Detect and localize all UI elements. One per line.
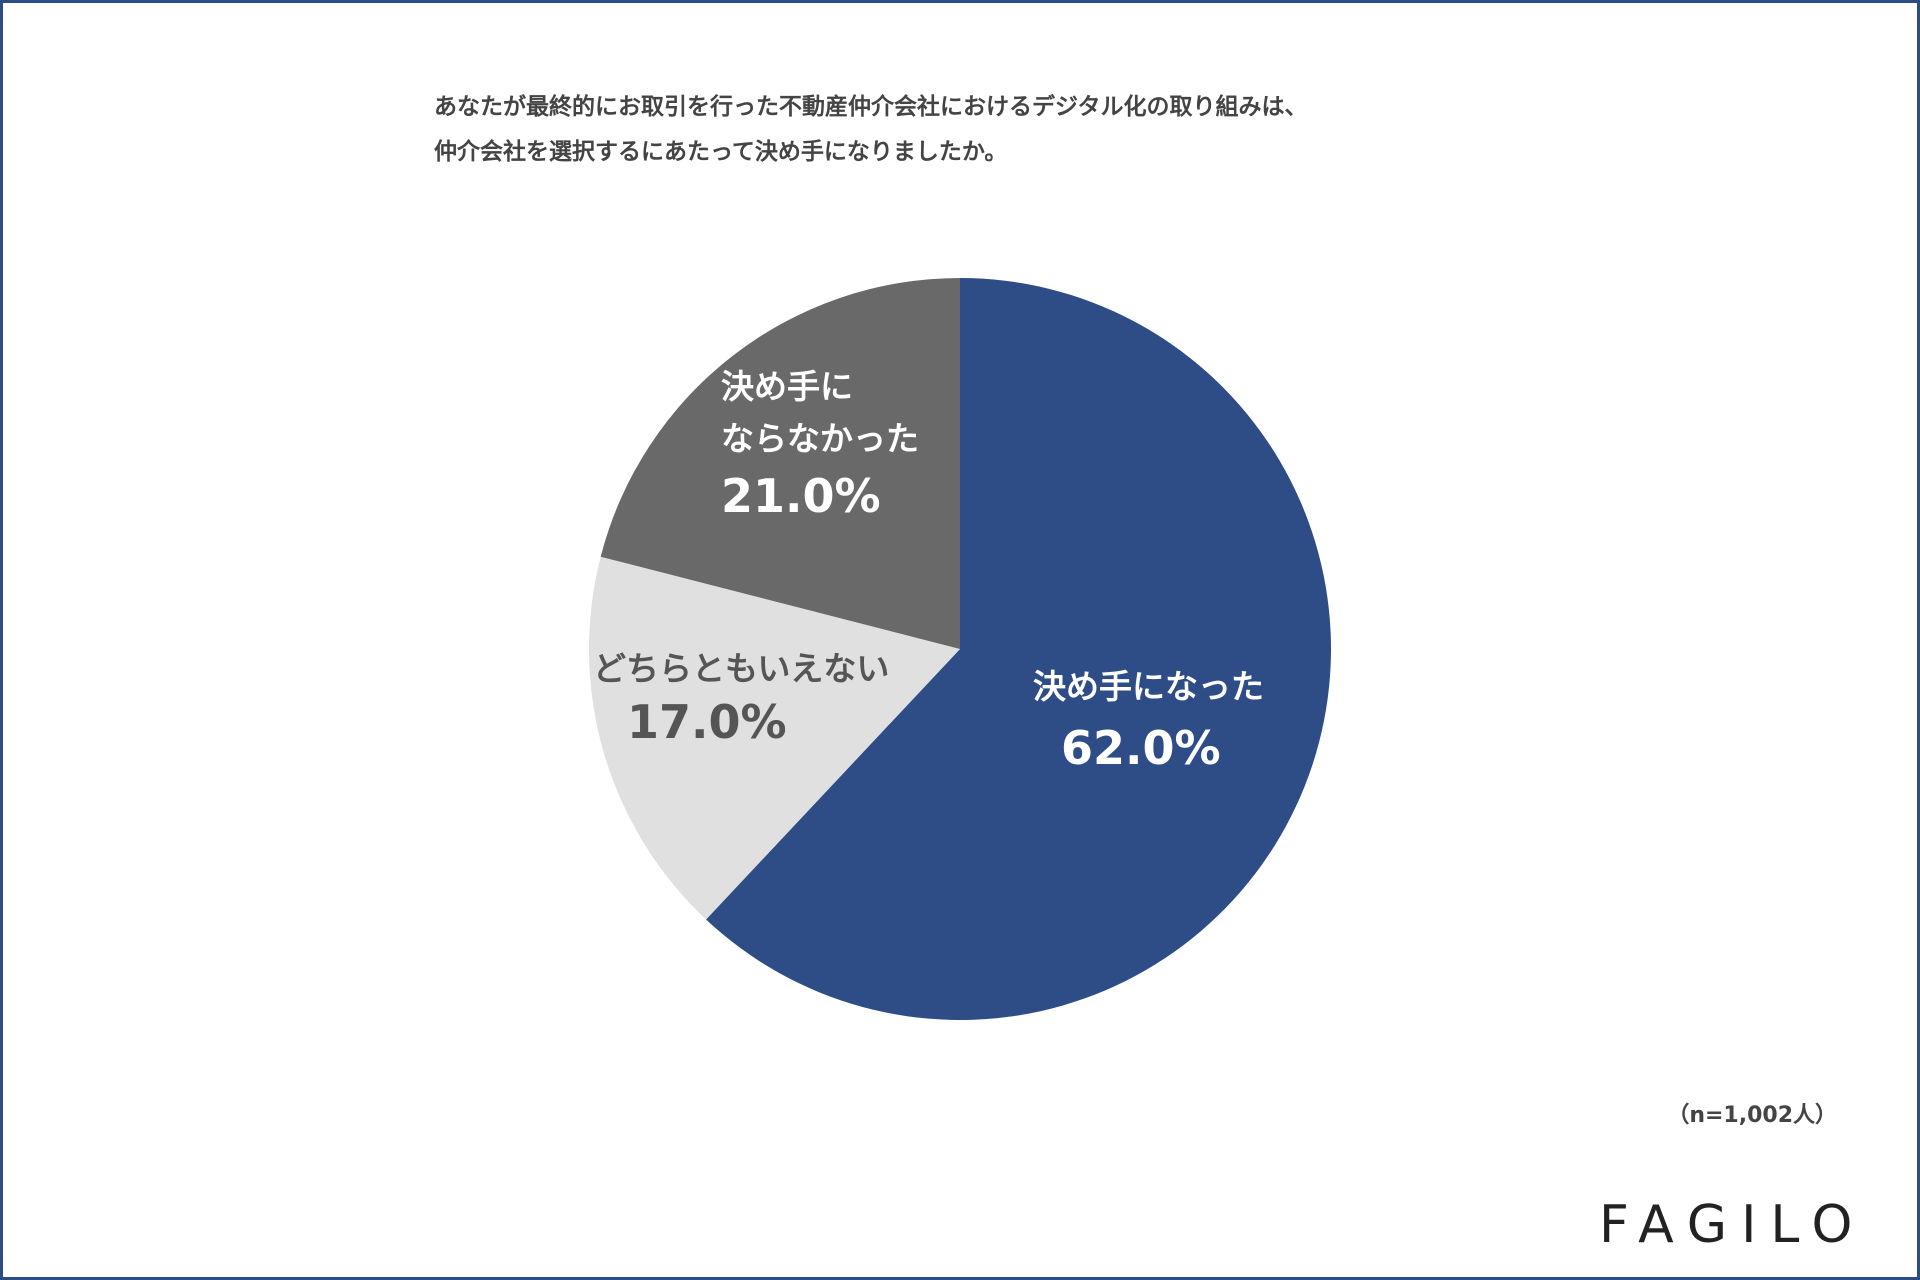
logo: FAGILO [1599, 1195, 1867, 1255]
chart-title: あなたが最終的にお取引を行った不動産仲介会社におけるデジタル化の取り組みは、 仲… [434, 94, 1308, 165]
data-label: 62.0% [1061, 721, 1221, 775]
data-label: 17.0% [627, 695, 787, 749]
pie [589, 278, 1331, 1021]
data-label: 21.0% [721, 469, 881, 523]
slice-label: 決め手に ならなかった [721, 367, 919, 458]
pie-slice [706, 278, 1331, 1021]
slice-label: どちらともいえない [593, 649, 890, 688]
pie-slice [600, 278, 960, 649]
pie-slice [589, 556, 960, 920]
sample-note: （n=1,002人） [1667, 1103, 1837, 1128]
slice-label: 決め手になった [1033, 667, 1264, 706]
